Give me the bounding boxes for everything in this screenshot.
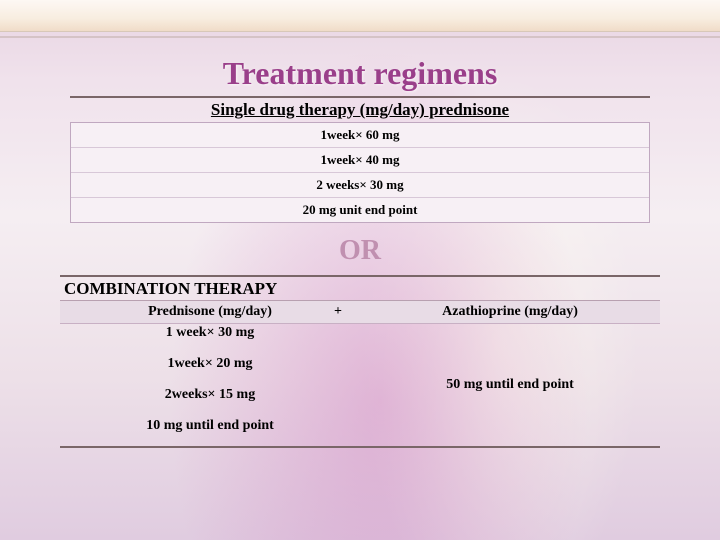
dose-row: 2 weeks× 30 mg: [71, 173, 649, 198]
plus-symbol: +: [334, 304, 342, 320]
prednisone-header: Prednisone (mg/day) +: [60, 301, 360, 323]
azathioprine-dose: 50 mg until end point: [360, 324, 660, 446]
combination-heading: COMBINATION THERAPY: [60, 275, 660, 301]
slide-content: Treatment regimens Single drug therapy (…: [60, 55, 660, 448]
dose-row: 1week× 40 mg: [71, 148, 649, 173]
dose-line: 1week× 20 mg: [60, 353, 360, 384]
combination-table: Prednisone (mg/day) + Azathioprine (mg/d…: [60, 301, 660, 448]
dose-row: 1week× 60 mg: [71, 123, 649, 148]
single-therapy-heading: Single drug therapy (mg/day) prednisone: [70, 96, 650, 120]
dose-line: 2weeks× 15 mg: [60, 384, 360, 415]
dose-line: 1 week× 30 mg: [60, 324, 360, 353]
prednisone-doses: 1 week× 30 mg 1week× 20 mg 2weeks× 15 mg…: [60, 324, 360, 446]
combination-header-row: Prednisone (mg/day) + Azathioprine (mg/d…: [60, 301, 660, 324]
top-gradient-bar: [0, 0, 720, 32]
top-accent-line: [0, 36, 720, 38]
dose-line: 10 mg until end point: [60, 415, 360, 446]
slide-title: Treatment regimens: [60, 55, 660, 92]
dose-row: 20 mg unit end point: [71, 198, 649, 222]
azathioprine-dose-text: 50 mg until end point: [446, 377, 574, 393]
azathioprine-header: Azathioprine (mg/day): [360, 301, 660, 323]
combination-body: 1 week× 30 mg 1week× 20 mg 2weeks× 15 mg…: [60, 324, 660, 448]
prednisone-header-label: Prednisone (mg/day): [148, 304, 272, 319]
single-therapy-box: 1week× 60 mg 1week× 40 mg 2 weeks× 30 mg…: [70, 122, 650, 223]
or-separator: OR: [60, 235, 660, 267]
